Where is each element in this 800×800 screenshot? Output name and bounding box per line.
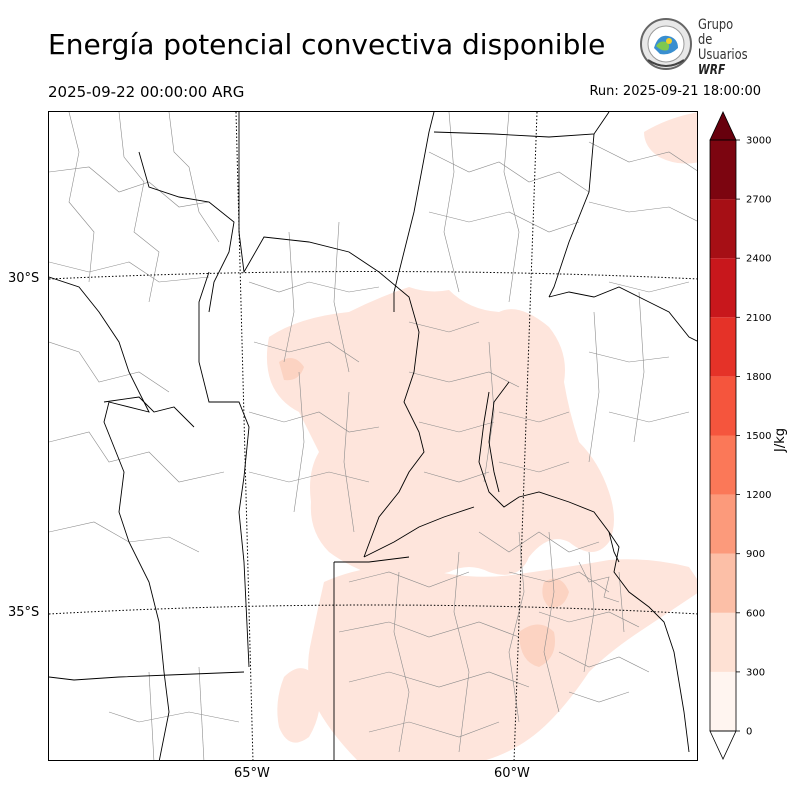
colorbar-bin (710, 671, 736, 731)
logo-text-line1: Grupo de (698, 17, 734, 48)
cape-area-central (266, 287, 614, 579)
colorbar-bin (710, 199, 736, 259)
cape-area-mid-2 (542, 578, 569, 608)
cape-area-west-patch (277, 668, 321, 743)
colorbar-bin (710, 435, 736, 495)
lon-label-65w: 65°W (234, 766, 270, 781)
wrf-users-logo: Grupo de Usuarios WRF (638, 16, 758, 78)
border-north-right (548, 133, 595, 298)
border-north-1 (138, 151, 235, 313)
colorbar-svg: 0 300 600 900 1200 1500 1800 2100 2400 2700 3000 (709, 111, 771, 760)
colorbar-tick-label: 1500 (746, 431, 771, 442)
graticule-lat-30 (49, 271, 697, 280)
border-ba-line (334, 556, 410, 563)
cape-shading (266, 112, 697, 760)
colorbar-tick-label: 300 (746, 667, 765, 678)
colorbar-unit-label: J/kg (773, 428, 788, 452)
colorbar-extend-max-icon (709, 111, 737, 141)
border-west-2 (103, 396, 195, 428)
department-borders (49, 112, 697, 760)
colorbar: 0 300 600 900 1200 1500 1800 2100 2400 2700 3000 (705, 108, 775, 772)
map-canvas (49, 112, 697, 760)
colorbar-bin (710, 553, 736, 613)
colorbar-bin (710, 317, 736, 377)
colorbar-tick-label: 1200 (746, 490, 771, 501)
colorbar-ticks: 0 300 600 900 1200 1500 1800 2100 2400 2700 3000 (736, 136, 771, 738)
colorbar-tick-label: 0 (746, 727, 752, 738)
border-santafe-ba (363, 506, 475, 558)
border-chaco-top (433, 112, 610, 138)
colorbar-tick-label: 2700 (746, 195, 771, 206)
colorbar-tick-label: 900 (746, 549, 765, 560)
lon-label-60w: 60°W (494, 766, 530, 781)
lat-label-35s: 35°S (8, 605, 40, 620)
valid-time: 2025-09-22 00:00:00 ARG (48, 83, 245, 101)
colorbar-tick-label: 600 (746, 608, 765, 619)
lat-label-30s: 30°S (8, 271, 40, 286)
border-chaco (393, 112, 435, 312)
colorbar-tick-label: 3000 (746, 136, 771, 147)
cape-area-mid-1 (519, 624, 555, 667)
colorbar-boxes (709, 111, 737, 760)
border-lapampa (49, 671, 245, 681)
border-coast (608, 531, 690, 753)
border-sde (238, 112, 425, 558)
cape-area-northeast (644, 112, 697, 164)
logo-text-line2: Usuarios (698, 47, 748, 63)
graticule (49, 112, 697, 760)
border-entrerios (478, 391, 620, 563)
colorbar-bin (710, 494, 736, 554)
colorbar-tick-label: 2100 (746, 313, 771, 324)
logo-text-wrf: WRF (698, 63, 726, 78)
border-cordoba-west (198, 271, 250, 668)
graticule-lat-35 (49, 604, 697, 615)
map-panel (48, 111, 698, 761)
colorbar-bin (710, 612, 736, 672)
border-misiones (548, 286, 697, 342)
run-time: Run: 2025-09-21 18:00:00 (589, 84, 761, 99)
colorbar-bin (710, 376, 736, 436)
colorbar-tick-label: 2400 (746, 254, 771, 265)
province-borders (49, 112, 697, 760)
colorbar-tick-label: 1800 (746, 372, 771, 383)
border-west (49, 276, 170, 760)
colorbar-bin (710, 140, 736, 200)
cape-area-mid-3 (279, 358, 304, 381)
cape-area-south (308, 559, 697, 760)
border-corrientes-west (488, 381, 510, 493)
colorbar-extend-min-icon (709, 730, 737, 760)
page-title: Energía potencial convectiva disponible (48, 28, 606, 61)
colorbar-bin (710, 258, 736, 318)
logo-emblem-icon (640, 18, 692, 70)
